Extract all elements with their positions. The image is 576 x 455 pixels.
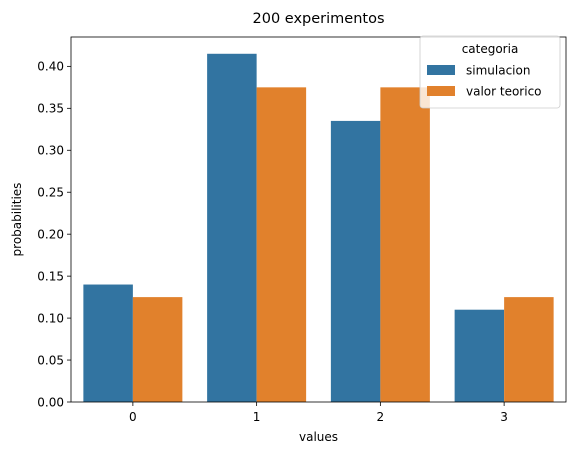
bar-valor-teorico-2 <box>380 87 430 403</box>
legend-items: simulacion valor teorico <box>427 64 542 99</box>
x-tick-label: 2 <box>377 410 385 424</box>
bar-valor-teorico-0 <box>132 297 183 402</box>
bar-valor-teorico-1 <box>256 87 307 403</box>
plot-frame <box>70 36 567 403</box>
legend-label: valor teorico <box>466 85 542 99</box>
y-tick-label: 0.15 <box>37 269 64 283</box>
chart-title: 200 experimentos <box>253 11 385 27</box>
y-tick-label: 0.20 <box>37 227 64 241</box>
x-tick-label: 3 <box>500 410 508 424</box>
legend-swatch <box>427 65 455 75</box>
legend: categoria simulacion valor teorico <box>419 35 561 109</box>
y-tick-label: 0.05 <box>37 353 64 367</box>
y-axis-ticks: 0.00 0.05 0.10 0.15 0.20 0.25 0.30 0.35 0.40 <box>37 60 71 409</box>
legend-title: categoria <box>462 42 519 56</box>
legend-swatch <box>427 86 455 96</box>
bar-simulacion-3 <box>454 309 505 402</box>
y-tick-label: 0.30 <box>37 144 64 158</box>
y-tick-label: 0.25 <box>37 186 64 200</box>
legend-label: simulacion <box>466 64 530 78</box>
y-tick-label: 0.35 <box>37 102 64 116</box>
bar-simulacion-2 <box>330 120 381 402</box>
x-tick-label: 1 <box>253 410 261 424</box>
y-tick-label: 0.00 <box>37 395 64 409</box>
y-tick-label: 0.40 <box>37 60 64 74</box>
x-tick-label: 0 <box>129 410 137 424</box>
bar-simulacion-1 <box>207 53 257 402</box>
bar-valor-teorico-3 <box>504 297 554 402</box>
y-axis-label: probabilities <box>10 183 24 257</box>
y-tick-label: 0.10 <box>37 311 64 325</box>
bars-group <box>83 53 554 403</box>
x-axis-ticks: 0 1 2 3 <box>129 402 508 424</box>
bar-simulacion-0 <box>83 284 133 402</box>
x-axis-label: values <box>299 430 338 444</box>
